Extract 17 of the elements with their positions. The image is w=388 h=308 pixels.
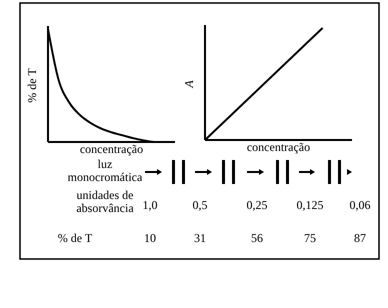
text: % de T: [58, 231, 93, 245]
text: 10: [144, 231, 156, 245]
text: 56: [251, 231, 263, 245]
y-axis-title: % de T: [25, 68, 39, 103]
text: 0,125: [296, 198, 324, 212]
y-axis-title: A: [182, 80, 196, 89]
text: 31: [194, 231, 206, 245]
text: luz monocromática: [68, 157, 143, 184]
text: unidades de absorvância: [76, 188, 134, 215]
text: 87: [354, 231, 366, 245]
x-axis-title: concentração: [246, 140, 310, 154]
text: 0,25: [246, 198, 268, 212]
text: 0,5: [192, 198, 208, 212]
text: 0,06: [350, 198, 370, 212]
text: 1,0: [142, 198, 158, 212]
text: 75: [304, 231, 316, 245]
x-axis-title: concentração: [80, 142, 144, 156]
